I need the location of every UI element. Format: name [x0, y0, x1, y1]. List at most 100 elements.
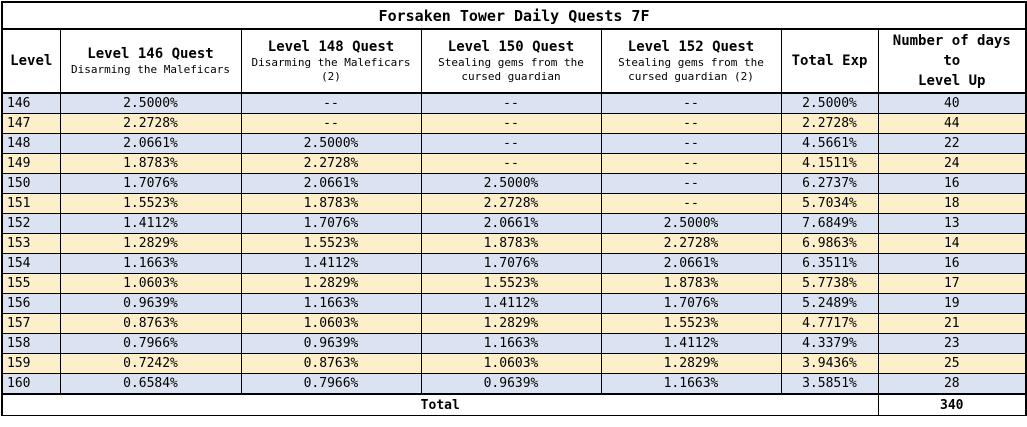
- cell-level: 155: [1, 273, 61, 294]
- table-row: 154 1.1663% 1.4112% 1.7076% 2.0661% 6.3511% 16: [1, 253, 1027, 274]
- cell-quest-146: 1.8783%: [59, 153, 242, 174]
- cell-quest-152: 1.4112%: [600, 333, 782, 354]
- header-level-label: Level: [10, 52, 53, 69]
- cell-quest-152: --: [600, 193, 782, 214]
- cell-days: 28: [877, 373, 1027, 395]
- table-title: Forsaken Tower Daily Quests 7F: [0, 1, 1027, 30]
- cell-level: 159: [1, 353, 61, 374]
- table-row: 150 1.7076% 2.0661% 2.5000% -- 6.2737% 16: [1, 173, 1027, 194]
- header-quest-146-title: Level 146 Quest: [87, 45, 214, 62]
- cell-quest-146: 2.2728%: [59, 113, 242, 134]
- cell-quest-152: 1.2829%: [600, 353, 782, 374]
- table-row: 159 0.7242% 0.8763% 1.0603% 1.2829% 3.9436% 25: [1, 353, 1027, 374]
- cell-total-exp: 5.7738%: [780, 273, 879, 294]
- table-row: 148 2.0661% 2.5000% -- -- 4.5661% 22: [1, 133, 1027, 154]
- total-days: 340: [877, 393, 1027, 416]
- cell-level: 149: [1, 153, 61, 174]
- cell-quest-146: 1.5523%: [59, 193, 242, 214]
- cell-days: 14: [877, 233, 1027, 254]
- header-days-line-2: to: [943, 53, 961, 69]
- cell-quest-152: --: [600, 92, 782, 114]
- header-quest-148-title: Level 148 Quest: [267, 38, 395, 55]
- cell-quest-150: 1.2829%: [420, 313, 602, 334]
- cell-level: 146: [1, 92, 61, 114]
- header-quest-148: Level 148 Quest Disarming the Maleficars…: [240, 28, 422, 94]
- cell-quest-150: 1.5523%: [420, 273, 602, 294]
- cell-total-exp: 3.5851%: [780, 373, 879, 395]
- cell-level: 156: [1, 293, 61, 314]
- cell-quest-148: 1.2829%: [240, 273, 422, 294]
- table-row: 153 1.2829% 1.5523% 1.8783% 2.2728% 6.9863% 14: [1, 233, 1027, 254]
- cell-days: 16: [877, 253, 1027, 274]
- cell-total-exp: 5.7034%: [780, 193, 879, 214]
- cell-days: 17: [877, 273, 1027, 294]
- cell-quest-150: --: [420, 92, 602, 114]
- cell-quest-152: --: [600, 173, 782, 194]
- table-row: 155 1.0603% 1.2829% 1.5523% 1.8783% 5.7738% 17: [1, 273, 1027, 294]
- cell-level: 160: [1, 373, 61, 395]
- cell-quest-146: 1.4112%: [59, 213, 242, 234]
- cell-days: 19: [877, 293, 1027, 314]
- cell-quest-152: 2.0661%: [600, 253, 782, 274]
- header-quest-150: Level 150 Quest Stealing gems from the c…: [420, 28, 602, 94]
- cell-total-exp: 2.5000%: [780, 92, 879, 114]
- cell-quest-146: 0.7242%: [59, 353, 242, 374]
- cell-total-exp: 2.2728%: [780, 113, 879, 134]
- cell-quest-152: --: [600, 153, 782, 174]
- cell-quest-148: 1.0603%: [240, 313, 422, 334]
- cell-quest-150: 1.7076%: [420, 253, 602, 274]
- cell-quest-148: 1.5523%: [240, 233, 422, 254]
- cell-total-exp: 4.3379%: [780, 333, 879, 354]
- cell-days: 44: [877, 113, 1027, 134]
- cell-level: 150: [1, 173, 61, 194]
- cell-days: 22: [877, 133, 1027, 154]
- cell-quest-152: --: [600, 133, 782, 154]
- table-row: 157 0.8763% 1.0603% 1.2829% 1.5523% 4.7717% 21: [1, 313, 1027, 334]
- header-quest-152: Level 152 Quest Stealing gems from the c…: [600, 28, 782, 94]
- cell-quest-148: --: [240, 92, 422, 114]
- header-quest-148-subtitle: Disarming the Maleficars (2): [251, 55, 411, 83]
- header-days-line-3: Level Up: [918, 73, 986, 89]
- header-quest-150-subtitle: Stealing gems from the cursed guardian: [438, 55, 584, 83]
- cell-total-exp: 4.5661%: [780, 133, 879, 154]
- header-total-exp: Total Exp: [780, 28, 879, 94]
- cell-quest-148: 1.4112%: [240, 253, 422, 274]
- cell-days: 24: [877, 153, 1027, 174]
- cell-quest-146: 0.7966%: [59, 333, 242, 354]
- cell-total-exp: 6.2737%: [780, 173, 879, 194]
- cell-quest-148: 0.9639%: [240, 333, 422, 354]
- cell-level: 148: [1, 133, 61, 154]
- header-quest-152-title: Level 152 Quest: [627, 38, 755, 55]
- cell-total-exp: 6.9863%: [780, 233, 879, 254]
- cell-total-exp: 4.1511%: [780, 153, 879, 174]
- cell-quest-152: 1.7076%: [600, 293, 782, 314]
- table-row: 158 0.7966% 0.9639% 1.1663% 1.4112% 4.3379% 23: [1, 333, 1027, 354]
- cell-quest-146: 2.0661%: [59, 133, 242, 154]
- cell-quest-152: 1.8783%: [600, 273, 782, 294]
- cell-total-exp: 7.6849%: [780, 213, 879, 234]
- cell-quest-148: 1.7076%: [240, 213, 422, 234]
- header-quest-146-subtitle: Disarming the Maleficars: [71, 62, 230, 76]
- cell-total-exp: 4.7717%: [780, 313, 879, 334]
- cell-level: 151: [1, 193, 61, 214]
- table-row: 151 1.5523% 1.8783% 2.2728% -- 5.7034% 18: [1, 193, 1027, 214]
- cell-level: 157: [1, 313, 61, 334]
- header-level: Level: [1, 28, 61, 94]
- cell-quest-150: 1.8783%: [420, 233, 602, 254]
- table-row: 156 0.9639% 1.1663% 1.4112% 1.7076% 5.2489% 19: [1, 293, 1027, 314]
- cell-quest-146: 1.7076%: [59, 173, 242, 194]
- cell-quest-150: 2.2728%: [420, 193, 602, 214]
- cell-level: 153: [1, 233, 61, 254]
- quest-exp-table: Forsaken Tower Daily Quests 7F Level Lev…: [0, 1, 1027, 416]
- cell-quest-148: 1.1663%: [240, 293, 422, 314]
- cell-days: 23: [877, 333, 1027, 354]
- cell-quest-146: 0.8763%: [59, 313, 242, 334]
- cell-quest-148: 0.7966%: [240, 373, 422, 395]
- cell-quest-152: 2.5000%: [600, 213, 782, 234]
- cell-quest-148: 2.5000%: [240, 133, 422, 154]
- cell-quest-146: 1.2829%: [59, 233, 242, 254]
- table-row: 146 2.5000% -- -- -- 2.5000% 40: [1, 92, 1027, 114]
- cell-quest-146: 1.1663%: [59, 253, 242, 274]
- cell-quest-150: --: [420, 113, 602, 134]
